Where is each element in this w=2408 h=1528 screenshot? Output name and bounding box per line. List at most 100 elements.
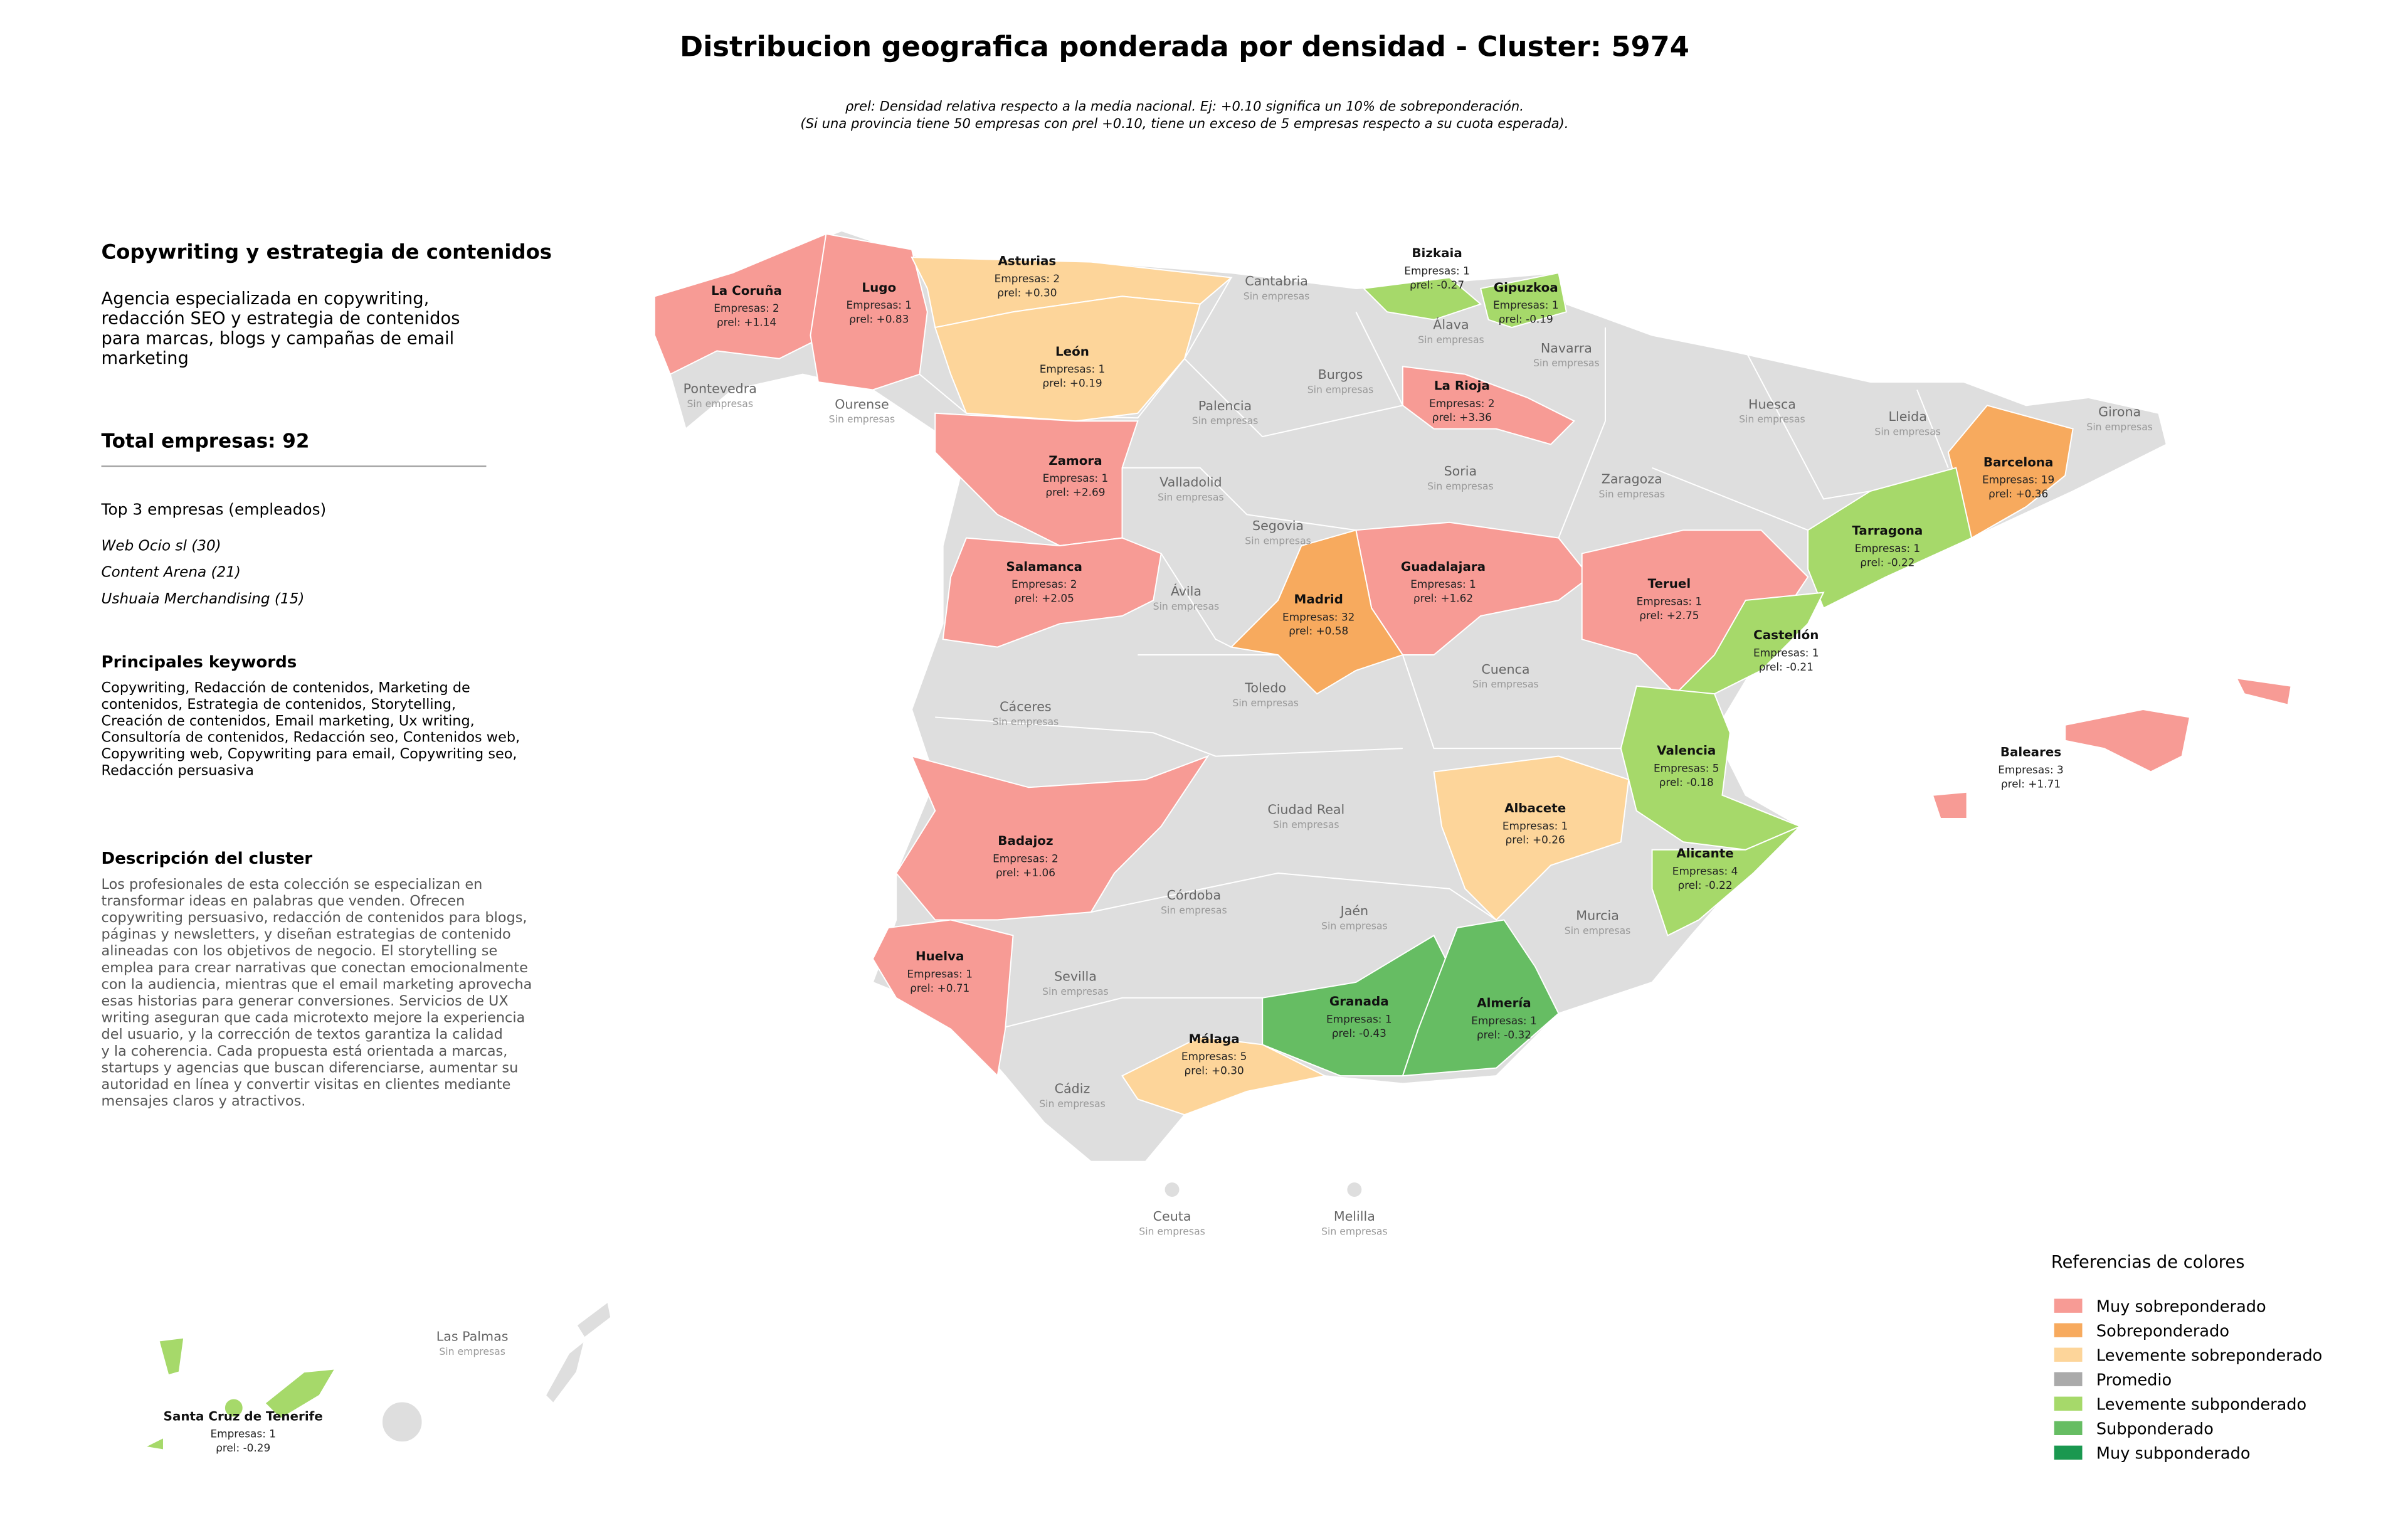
top-company: Content Arena (21)	[102, 565, 241, 581]
province-name: La Coruña	[711, 284, 782, 298]
province-border	[1355, 311, 1403, 406]
province-density: ρrel: +0.26	[1506, 834, 1565, 846]
province-name: Huesca	[1748, 396, 1796, 411]
province-companies: Empresas: 4	[1672, 864, 1738, 877]
province-companies: Sin empresas	[1565, 925, 1631, 936]
province-companies: Empresas: 5	[1181, 1050, 1247, 1063]
description-line: Los profesionales de esta colección se e…	[102, 876, 483, 893]
province-companies: Sin empresas	[1321, 1226, 1388, 1238]
description-line: con la audiencia, mientras que el email …	[102, 976, 532, 992]
province-shape	[1433, 755, 1630, 921]
province-companies: Sin empresas	[1192, 415, 1259, 427]
province-density: ρrel: -0.22	[1677, 879, 1732, 891]
province-name: Guadalajara	[1401, 560, 1486, 574]
province-name: Albacete	[1504, 801, 1566, 815]
province-companies: Sin empresas	[1139, 1226, 1205, 1238]
province-density: ρrel: +0.30	[1185, 1064, 1244, 1077]
province-name: Cantabria	[1245, 273, 1308, 289]
province-companies: Empresas: 1	[907, 968, 973, 980]
map	[142, 230, 2292, 1451]
province-shape	[1402, 366, 1575, 445]
province-name: Málaga	[1189, 1032, 1240, 1046]
province-companies: Empresas: 2	[1011, 578, 1077, 590]
description-heading: Descripción del cluster	[102, 849, 313, 868]
province-shape	[895, 755, 1210, 921]
province-name: Teruel	[1648, 576, 1691, 591]
province-name: Álava	[1433, 317, 1469, 332]
province-density: ρrel: -0.32	[1477, 1028, 1531, 1041]
province-border	[1090, 872, 1497, 921]
province-density: ρrel: -0.43	[1332, 1027, 1386, 1039]
province-shape	[1931, 791, 1968, 819]
province-density: ρrel: +0.71	[910, 982, 969, 994]
province-name: Jaén	[1339, 903, 1368, 918]
subtitle: ρrel: Densidad relativa respecto a la me…	[845, 98, 1524, 114]
province-companies: Empresas: 3	[1998, 763, 2064, 776]
province-companies: Sin empresas	[1245, 535, 1311, 547]
agency-line: Agencia especializada en copywriting,	[102, 289, 430, 309]
legend-swatch	[2054, 1298, 2083, 1313]
legend-label: Muy sobreponderado	[2096, 1298, 2266, 1317]
province-companies: Sin empresas	[1158, 491, 1224, 503]
province-shape	[1947, 405, 2074, 539]
province-border	[1558, 327, 1606, 538]
province-name: Las Palmas	[436, 1329, 509, 1344]
keywords-line: Copywriting, Redacción de contenidos, Ma…	[102, 680, 470, 696]
province-border	[1916, 390, 1949, 469]
description-line: alineadas con los objetivos de negocio. …	[102, 943, 498, 959]
panel-heading: Copywriting y estrategia de contenidos	[102, 240, 552, 264]
province-companies: Sin empresas	[1874, 426, 1941, 438]
province-companies: Empresas: 2	[995, 272, 1060, 285]
province-name: Toledo	[1244, 681, 1286, 696]
description-line: mensajes claros y atractivos.	[102, 1093, 306, 1110]
province-shape	[1674, 592, 1825, 695]
province-density: ρrel: +1.71	[2001, 777, 2061, 790]
province-shape	[1121, 1036, 1327, 1116]
province-shape	[2064, 708, 2191, 773]
province-companies: Empresas: 1	[1637, 595, 1703, 607]
province-shape	[1362, 277, 1482, 321]
province-companies: Sin empresas	[1161, 905, 1227, 916]
province-companies: Empresas: 1	[1043, 472, 1109, 484]
province-companies: Empresas: 1	[1855, 542, 1921, 554]
province-name: Zamora	[1048, 454, 1102, 468]
province-shape	[1479, 272, 1568, 329]
province-name: Córdoba	[1167, 888, 1222, 903]
legend-swatch	[2054, 1323, 2083, 1337]
info-panel: Copywriting y estrategia de contenidos Ag…	[101, 240, 552, 1110]
province-name: Lleida	[1889, 409, 1927, 424]
legend-label: Promedio	[2096, 1371, 2172, 1390]
province-density: ρrel: +2.75	[1639, 609, 1699, 622]
province-shape	[544, 1339, 586, 1404]
province-companies: Empresas: 1	[1404, 265, 1470, 277]
province-density: ρrel: +0.19	[1042, 377, 1102, 390]
title: Distribucion geografica ponderada por de…	[680, 30, 1689, 63]
legend: Referencias de colores Muy sobreponderado…	[2051, 1253, 2323, 1463]
province-name: Ciudad Real	[1267, 802, 1344, 817]
legend-label: Muy subponderado	[2096, 1445, 2251, 1463]
province-border	[1745, 350, 1871, 500]
province-companies: Sin empresas	[1418, 334, 1484, 346]
province-border	[919, 277, 1232, 419]
province-density: ρrel: -0.27	[1410, 279, 1464, 291]
total: Total empresas: 92	[102, 430, 310, 452]
province-name: Segovia	[1252, 518, 1304, 533]
province-companies: Sin empresas	[993, 716, 1059, 728]
agency-line: marketing	[102, 349, 189, 368]
province-name: Valencia	[1657, 743, 1716, 758]
province-name: Girona	[2098, 405, 2141, 420]
description-line: autoridad en línea y convertir visitas e…	[102, 1076, 511, 1093]
province-shape	[1346, 1181, 1363, 1198]
province-border	[1138, 654, 1621, 750]
legend-label: Sobreponderado	[2096, 1322, 2229, 1341]
keywords-line: Redacción persuasiva	[102, 762, 254, 778]
province-density: ρrel: +1.14	[717, 316, 776, 329]
keywords-line: Creación de contenidos, Email marketing,…	[102, 713, 475, 729]
province-shape	[934, 295, 1201, 422]
province-name: Palencia	[1198, 398, 1252, 413]
province-shape	[1402, 919, 1560, 1077]
province-companies: Empresas: 2	[1429, 397, 1495, 410]
province-name: Ceuta	[1153, 1209, 1191, 1224]
top-company: Ushuaia Merchandising (15)	[102, 591, 305, 607]
